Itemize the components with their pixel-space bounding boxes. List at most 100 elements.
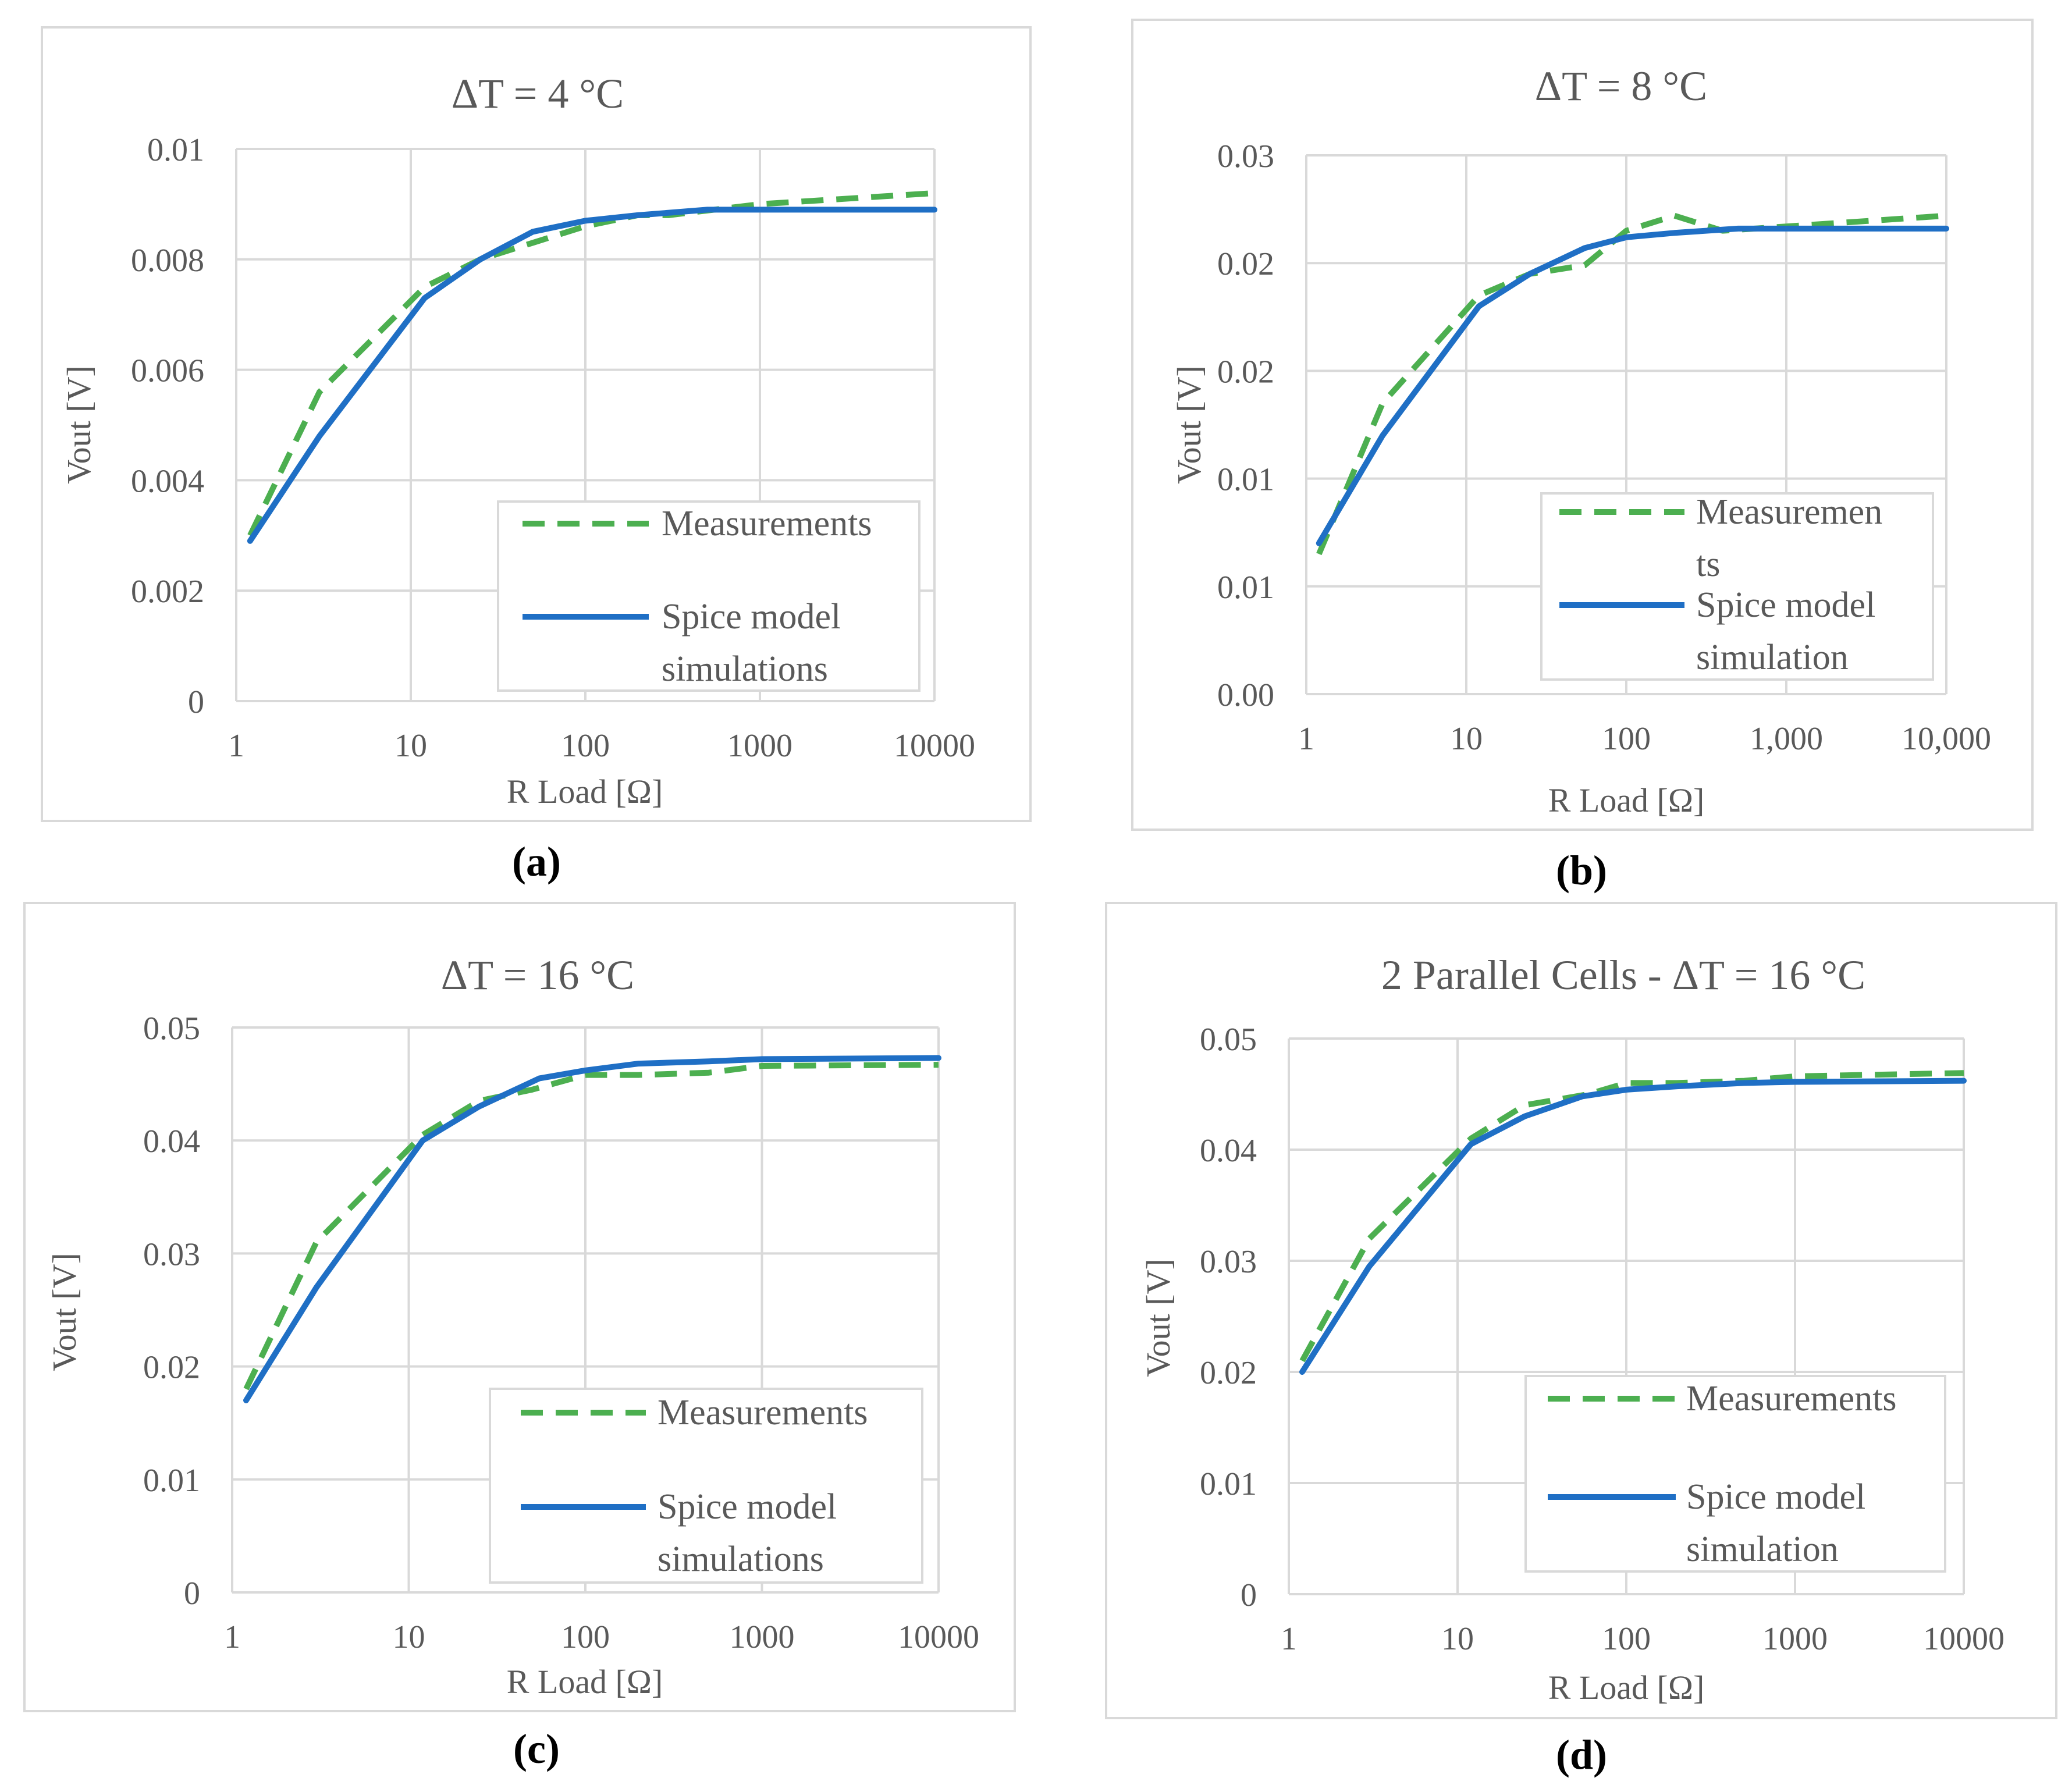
chart-a-ytick-label: 0.01: [147, 132, 204, 168]
chart-d-title: 2 Parallel Cells - ΔT = 16 °C: [1381, 952, 1865, 998]
chart-d-ytick-label: 0: [1241, 1577, 1257, 1613]
chart-d-legend-label-spice-1: Spice model: [1686, 1477, 1865, 1517]
chart-c-ytick-label: 0: [184, 1576, 200, 1612]
chart-d-ylabel: Vout [V]: [1139, 1258, 1177, 1377]
chart-d-ytick-label: 0.01: [1200, 1466, 1257, 1502]
chart-c-xtick-label: 10: [393, 1619, 425, 1655]
chart-c-title: ΔT = 16 °C: [441, 952, 634, 998]
chart-b-xtick-label: 1: [1298, 721, 1314, 757]
chart-c-xtick-label: 10000: [898, 1619, 979, 1655]
chart-c-legend-label-spice-1: Spice model: [658, 1487, 837, 1527]
chart-b-legend: Measuremen ts Spice model simulation: [1540, 492, 1934, 681]
chart-c-xtick-label: 100: [561, 1619, 610, 1655]
chart-a-ytick-label: 0.006: [131, 353, 204, 389]
chart-d-series-spice-line: [1299, 1078, 1967, 1375]
chart-d-xtick-label: 100: [1602, 1621, 1651, 1657]
chart-c-legend-label-measurements: Measurements: [658, 1393, 868, 1432]
chart-a-legend-label-spice-2: simulations: [662, 649, 828, 689]
caption-b: (b): [1556, 847, 1607, 894]
chart-b-xtick-label: 100: [1602, 721, 1651, 757]
chart-d-ytick-label: 0.02: [1200, 1355, 1257, 1391]
chart-b-legend-box: [1540, 492, 1934, 681]
chart-b-ytick-label: 0.00: [1217, 677, 1274, 713]
chart-d-series-measurements-line: [1299, 1070, 1964, 1363]
chart-a-ytick-label: 0.002: [131, 574, 204, 610]
chart-a-legend-label-spice-1: Spice model: [662, 597, 841, 637]
chart-c-ytick-label: 0.04: [143, 1123, 200, 1160]
chart-b-xtick-label: 10: [1450, 721, 1483, 757]
chart-d-xtick-label: 1: [1281, 1621, 1297, 1657]
chart-a-legend-box: [497, 500, 921, 692]
chart-a-ytick-label: 0.004: [131, 463, 204, 499]
chart-c-series-spice-line: [243, 1055, 941, 1403]
chart-b-xtick-label: 10,000: [1902, 721, 1991, 757]
chart-b-series: [1316, 212, 1949, 556]
chart-b-ytick-label: 0.01: [1217, 462, 1274, 498]
chart-d: 2 Parallel Cells - ΔT = 16 °C 00.010.020…: [1139, 952, 2005, 1706]
chart-d-ytick-label: 0.04: [1200, 1133, 1257, 1169]
chart-d-legend: Measurements Spice model simulation: [1524, 1375, 1946, 1573]
chart-b-legend-label-spice-2: simulation: [1696, 638, 1849, 677]
chart-a-legend-label-measurements: Measurements: [662, 504, 872, 543]
chart-a-xtick-label: 1: [228, 728, 244, 764]
chart-b-legend-label-spice-1: Spice model: [1696, 585, 1875, 625]
chart-d-ytick-label: 0.03: [1200, 1244, 1257, 1280]
chart-b: ΔT = 8 °C 0.00 0.01 0.01 0.02 0.02 0.03 1 10 100…: [1170, 63, 1991, 819]
chart-a-title: ΔT = 4 °C: [452, 70, 624, 117]
chart-d-legend-label-measurements: Measurements: [1686, 1379, 1897, 1418]
chart-d-legend-box: [1524, 1375, 1946, 1573]
chart-d-xlabel: R Load [Ω]: [1548, 1669, 1705, 1706]
chart-b-ytick-label: 0.03: [1217, 138, 1274, 175]
chart-b-frame: [1131, 19, 2034, 831]
chart-c-xtick-label: 1: [224, 1619, 240, 1655]
chart-b-xtick-label: 1,000: [1750, 721, 1823, 757]
chart-b-series-spice-line: [1316, 225, 1949, 546]
chart-d-ytick-label: 0.05: [1200, 1022, 1257, 1058]
chart-a: ΔT = 4 °C 0 0.002 0.004 0.006 0.008 0.01 1 10 10…: [60, 70, 975, 810]
chart-b-ylabel: Vout [V]: [1170, 365, 1208, 484]
chart-d-xtick-label: 10: [1441, 1621, 1474, 1657]
chart-c-legend-box: [489, 1388, 923, 1584]
chart-a-xlabel: R Load [Ω]: [507, 773, 663, 810]
chart-c-legend: Measurements Spice model simulations: [489, 1388, 923, 1584]
chart-b-ytick-label: 0.01: [1217, 570, 1274, 606]
caption-d: (d): [1556, 1731, 1607, 1778]
chart-c: ΔT = 16 °C 0 0.01 0.02 0.03 0.04 0.05 1 10 100 10…: [45, 952, 979, 1701]
chart-d-xtick-label: 10000: [1923, 1621, 2005, 1657]
chart-c-ytick-label: 0.05: [143, 1011, 200, 1047]
chart-a-ytick-label: 0.008: [131, 243, 204, 279]
chart-a-ytick-label: 0: [188, 684, 204, 720]
chart-b-ytick-label: 0.02: [1217, 354, 1274, 390]
chart-a-legend: Measurements Spice model simulations: [497, 500, 921, 692]
chart-d-series: [1299, 1070, 1967, 1375]
chart-a-series: [247, 190, 937, 544]
chart-b-title: ΔT = 8 °C: [1535, 63, 1707, 109]
chart-a-xtick-label: 10000: [894, 728, 975, 764]
chart-a-ticks: 0 0.002 0.004 0.006 0.008 0.01 1 10 100 1000 10000: [131, 132, 975, 764]
chart-a-ylabel: Vout [V]: [60, 365, 98, 484]
chart-c-ylabel: Vout [V]: [45, 1253, 83, 1371]
chart-c-xlabel: R Load [Ω]: [507, 1663, 663, 1701]
chart-d-ticks: 0 0.01 0.02 0.03 0.04 0.05 1 10 100 1000 10000: [1200, 1022, 2005, 1657]
chart-a-series-spice-line: [247, 207, 937, 544]
chart-c-series-measurements-line: [243, 1062, 939, 1391]
chart-c-ytick-label: 0.01: [143, 1463, 200, 1499]
chart-c-ytick-label: 0.03: [143, 1236, 200, 1272]
chart-a-xtick-label: 1000: [727, 728, 792, 764]
chart-c-series: [243, 1055, 941, 1403]
chart-d-xtick-label: 1000: [1762, 1621, 1828, 1657]
chart-a-series-measurements-line: [247, 190, 935, 537]
chart-c-ytick-label: 0.02: [143, 1350, 200, 1386]
caption-c: (c): [513, 1726, 560, 1772]
chart-b-legend-label-measurements-2: ts: [1696, 545, 1720, 584]
chart-c-legend-label-spice-2: simulations: [658, 1539, 824, 1579]
chart-d-legend-label-spice-2: simulation: [1686, 1530, 1839, 1569]
chart-a-xtick-label: 10: [395, 728, 427, 764]
chart-b-legend-label-measurements-1: Measuremen: [1696, 492, 1882, 532]
chart-a-xtick-label: 100: [561, 728, 610, 764]
chart-c-xtick-label: 1000: [730, 1619, 795, 1655]
chart-c-ticks: 0 0.01 0.02 0.03 0.04 0.05 1 10 100 1000 10000: [143, 1011, 979, 1655]
chart-b-ticks: 0.00 0.01 0.01 0.02 0.02 0.03 1 10 100 1,000 10,00…: [1217, 138, 1991, 757]
chart-b-ytick-label: 0.02: [1217, 246, 1274, 282]
